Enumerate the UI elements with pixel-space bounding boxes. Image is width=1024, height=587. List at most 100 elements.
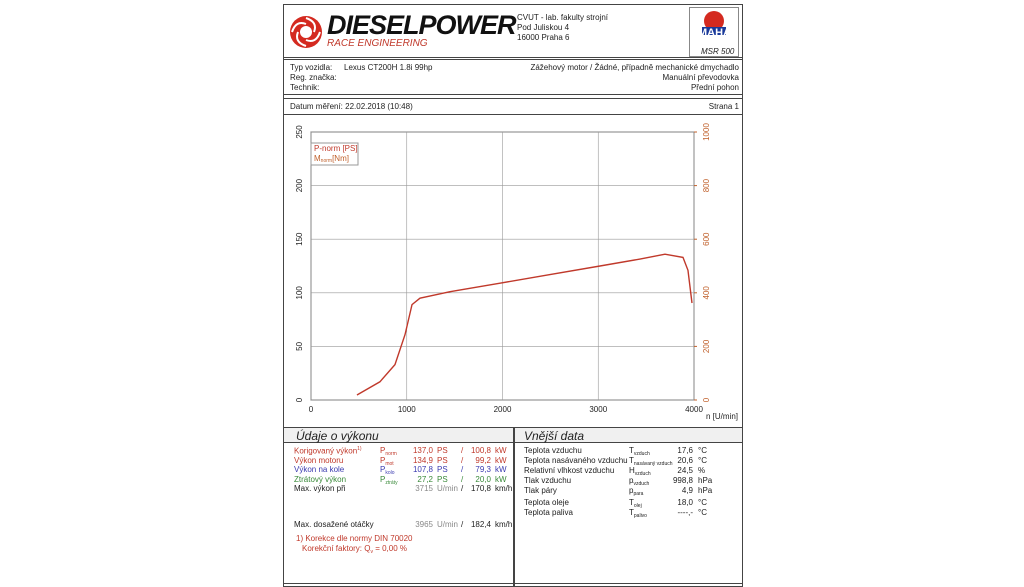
- value: 134,9: [412, 455, 433, 465]
- address: 16000 Praha 6: [517, 33, 570, 42]
- y-tick-label: 200: [295, 178, 304, 192]
- note: 1): [357, 446, 362, 452]
- symbol: Tvzduch: [629, 446, 650, 457]
- symbol: Hvzduch: [629, 466, 651, 477]
- label: Ztrátový výkon: [294, 474, 347, 484]
- unit: kW: [495, 465, 507, 475]
- unit: kW: [495, 455, 507, 465]
- logo-sub: RACE ENGINEERING: [327, 38, 428, 49]
- unit: °C: [698, 508, 707, 517]
- unit: PS: [437, 474, 448, 484]
- unit: km/h: [495, 484, 513, 494]
- logo-icon: [290, 16, 322, 48]
- value: 20,0: [475, 474, 491, 484]
- address: Pod Juliskou 4: [517, 23, 570, 32]
- label: Reg. značka:: [290, 73, 337, 82]
- value: Přední pohon: [690, 83, 739, 92]
- legend-part: M: [314, 154, 321, 163]
- y-tick-label: 0: [295, 397, 304, 402]
- brand: MAHA: [698, 27, 731, 39]
- legend-box: [310, 142, 359, 166]
- value: Zážehový motor / Žádné, případně mechani…: [530, 63, 739, 72]
- x-tick-label: 4000: [685, 405, 703, 414]
- row-label: Výkon motoru: [294, 456, 343, 465]
- value: 24,5: [677, 466, 693, 475]
- legend-entry: Mnorm[Nm]: [314, 154, 349, 164]
- unit: PS: [437, 446, 448, 455]
- x-tick-label: 3000: [589, 405, 607, 414]
- date-box: [283, 98, 743, 115]
- legend-entry: P-norm [PS]: [314, 144, 358, 153]
- address: CVUT - lab. fakulty strojní: [517, 13, 608, 22]
- section-title: Údaje o výkonu: [296, 429, 379, 443]
- factor-value: = 0,00 %: [375, 544, 408, 553]
- label: Typ vozidla:: [290, 63, 333, 72]
- separator: /: [461, 484, 464, 494]
- y-tick-label: 100: [295, 286, 304, 300]
- legend-part: norm: [321, 158, 332, 164]
- model: MSR 500: [701, 47, 735, 56]
- x-tick-label: 2000: [494, 405, 512, 414]
- value: 3715: [415, 484, 433, 494]
- value: 79,3: [475, 465, 491, 475]
- unit: U/min: [437, 484, 458, 494]
- row-label: Tlak páry: [524, 486, 557, 495]
- row-label: Ztrátový výkon: [294, 475, 346, 484]
- logo-text: DIESELPOWER: [327, 10, 517, 40]
- row-label: Teplota oleje: [524, 498, 569, 507]
- brand-box: [689, 7, 739, 57]
- label: Korigovaný výkon: [294, 446, 358, 456]
- value: 182,4: [470, 520, 491, 529]
- value: 99,2: [475, 455, 491, 465]
- value: 27,2: [417, 474, 433, 484]
- y-tick-label: 150: [295, 232, 304, 246]
- date: Datum měření: 22.02.2018 (10:48): [290, 102, 413, 111]
- y2-tick-label: 200: [702, 339, 711, 353]
- unit: °C: [698, 446, 707, 455]
- unit: U/min: [437, 520, 458, 529]
- value: Manuální převodovka: [662, 73, 740, 82]
- row-label: Tlak vzduchu: [524, 476, 572, 485]
- unit: °C: [698, 498, 707, 507]
- symbol-sub: vzduch: [633, 481, 650, 487]
- x-tick-label: 0: [309, 405, 314, 414]
- value: 20,6: [677, 456, 693, 465]
- value: 17,6: [677, 446, 693, 455]
- separator: /: [461, 455, 464, 465]
- value: 107,8: [412, 465, 433, 475]
- brand-icon: [702, 11, 726, 35]
- label: Max. dosažené otáčky: [294, 520, 374, 529]
- symbol: Pztráty: [380, 474, 398, 486]
- separator: /: [461, 446, 464, 455]
- vehicle-box: [283, 59, 743, 95]
- x-axis-label: n [U/min]: [706, 412, 738, 421]
- symbol: pvzduch: [629, 476, 650, 487]
- power-line: [356, 253, 693, 396]
- page-number: Strana 1: [708, 102, 739, 111]
- separator: /: [461, 465, 464, 475]
- header-box: [283, 4, 743, 58]
- symbol: Pkolo: [380, 465, 395, 477]
- unit: PS: [437, 455, 448, 465]
- x-tick-label: 1000: [398, 405, 416, 414]
- symbol-sub: norm: [385, 451, 397, 457]
- unit: °C: [698, 456, 707, 465]
- row-label: Teplota vzduchu: [524, 446, 582, 455]
- legend-part: [Nm]: [332, 154, 349, 163]
- unit: %: [698, 466, 706, 475]
- value: 3965: [415, 520, 433, 529]
- row-label: Teplota nasávaného vzduchu: [524, 456, 628, 465]
- unit: kW: [495, 474, 507, 484]
- unit: hPa: [698, 476, 713, 485]
- label: Výkon motoru: [294, 455, 344, 465]
- separator: /: [461, 520, 464, 529]
- value: 4,9: [681, 486, 693, 495]
- footnote: 1) Korekce dle normy DIN 70020: [296, 534, 413, 543]
- label: Výkon na kole: [294, 465, 345, 475]
- symbol: Pnorm: [380, 446, 397, 457]
- label: Max. výkon při: [294, 484, 346, 494]
- value: 998,8: [672, 476, 693, 485]
- y2-tick-label: 600: [702, 232, 711, 246]
- symbol: Tnasávaný vzduch: [629, 456, 673, 467]
